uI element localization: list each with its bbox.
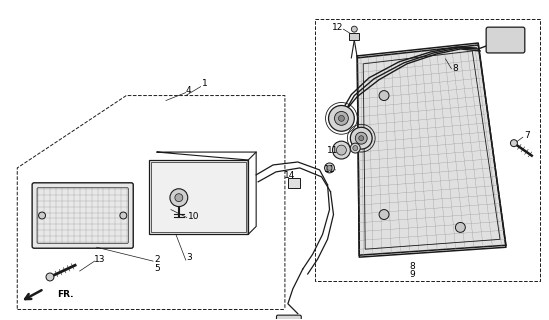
Circle shape	[170, 189, 188, 207]
Text: 8: 8	[409, 261, 414, 271]
Bar	[288, 178, 300, 188]
Text: 11: 11	[327, 146, 338, 155]
Text: 10: 10	[188, 212, 199, 221]
Text: 1: 1	[201, 79, 208, 88]
FancyBboxPatch shape	[486, 27, 525, 53]
Text: 4: 4	[186, 86, 192, 95]
FancyBboxPatch shape	[277, 315, 301, 320]
Circle shape	[324, 163, 334, 173]
Text: 11: 11	[324, 165, 335, 174]
Text: 14: 14	[284, 172, 295, 180]
Circle shape	[350, 143, 360, 153]
Circle shape	[355, 132, 367, 144]
Circle shape	[456, 222, 466, 232]
Circle shape	[46, 273, 54, 281]
Text: 12: 12	[332, 23, 343, 32]
Text: 5: 5	[154, 264, 160, 273]
Circle shape	[38, 212, 46, 219]
Text: 7: 7	[524, 131, 530, 140]
Bar	[149, 160, 248, 234]
Text: 9: 9	[409, 270, 414, 279]
Polygon shape	[357, 45, 506, 255]
Circle shape	[175, 194, 183, 202]
Circle shape	[337, 145, 346, 155]
Circle shape	[351, 26, 357, 32]
Bar	[349, 33, 359, 40]
Circle shape	[328, 106, 354, 131]
Text: 2: 2	[154, 255, 160, 264]
Text: 8: 8	[452, 64, 458, 73]
Bar	[151, 162, 247, 232]
Circle shape	[333, 141, 350, 159]
Circle shape	[350, 127, 372, 149]
Circle shape	[511, 140, 517, 147]
FancyBboxPatch shape	[32, 183, 133, 248]
Circle shape	[379, 91, 389, 100]
Text: 13: 13	[94, 255, 105, 264]
Circle shape	[358, 136, 364, 141]
Circle shape	[379, 210, 389, 220]
Circle shape	[338, 116, 344, 121]
Circle shape	[353, 146, 358, 151]
Circle shape	[334, 111, 349, 125]
Text: FR.: FR.	[57, 290, 74, 299]
Circle shape	[327, 165, 332, 171]
Text: 3: 3	[186, 253, 192, 262]
Circle shape	[120, 212, 127, 219]
